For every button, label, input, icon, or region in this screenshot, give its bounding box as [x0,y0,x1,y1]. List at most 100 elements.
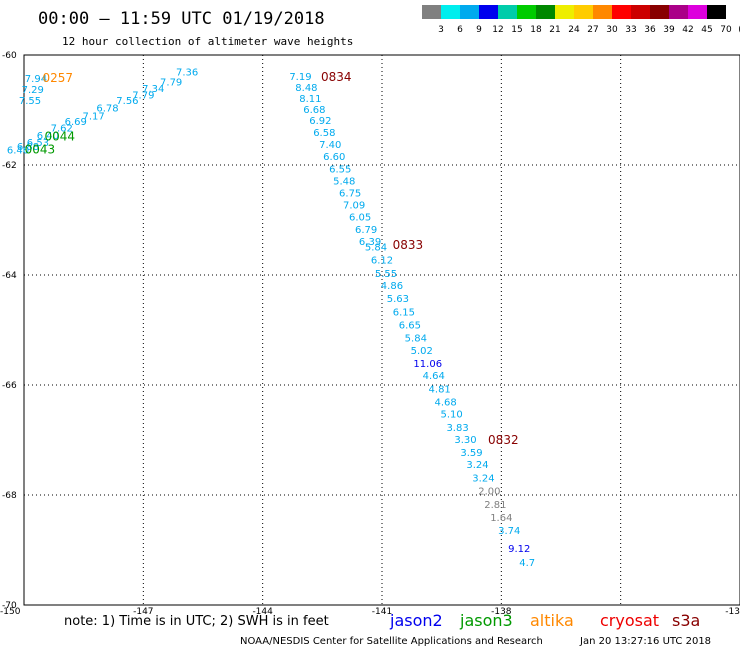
color-scale-label: 36 [644,25,656,35]
wave-height-label: 7.36 [176,68,198,79]
y-tick-label: -68 [2,491,17,501]
wave-height-label: 6.40 [7,146,29,157]
grid-lines [24,55,740,605]
color-swatch [612,5,631,19]
wave-height-label: 2.00 [478,487,500,498]
satellite-legend-item: altika [530,611,574,630]
wave-height-label: 3.74 [498,526,520,537]
color-swatch [688,5,707,19]
wave-height-label: 4.81 [429,384,451,395]
wave-height-label: 3.30 [454,435,476,446]
wave-height-labels: 7.367.797.347.797.566.787.176.697.626.40… [7,68,535,570]
wave-height-label: 5.48 [333,176,355,187]
wave-height-label: 6.92 [309,116,331,127]
x-tick-label: -150 [0,607,21,617]
color-scale-label: 27 [587,25,598,35]
pass-time-label: 0044 [45,129,76,143]
pass-time-label: 0833 [393,238,424,252]
color-swatch [422,5,441,19]
wave-height-label: 4.86 [381,281,403,292]
wave-height-label: 6.78 [96,103,118,114]
color-scale-label: 15 [511,25,522,35]
chart-title: 00:00 – 11:59 UTC 01/19/2018 [38,9,325,29]
color-swatch [574,5,593,19]
wave-height-label: 7.55 [19,96,41,107]
color-swatch [536,5,555,19]
wave-height-label: 6.79 [355,225,377,236]
wave-height-label: 7.09 [343,201,365,212]
wave-height-label: 6.60 [323,152,345,163]
color-scale-label: (ft) [738,25,740,35]
color-swatch [479,5,498,19]
plot-frame [23,54,740,606]
axis-tick-labels: -150 -147 -144 -141 -138 -13 -60 -62 -64 -66 -68 -7… [0,51,740,617]
wave-height-label: 11.06 [413,359,442,370]
credit-text: NOAA/NESDIS Center for Satellite Applica… [240,636,543,647]
color-scale-label: 12 [492,25,503,35]
wave-height-label: 7.17 [82,112,104,123]
satellite-legend-item: jason2 [389,611,443,630]
pass-time-label: 0043 [25,143,56,157]
color-scale-label: 70 [720,25,732,35]
x-tick-label: -138 [491,607,512,617]
x-tick-label: -147 [133,607,153,617]
color-scale-label: 18 [530,25,542,35]
color-swatch [498,5,517,19]
color-swatch [593,5,612,19]
color-swatch [517,5,536,19]
y-tick-label: -64 [2,271,17,281]
y-tick-label: -60 [2,51,17,61]
wave-height-label: 5.63 [387,294,409,305]
wave-height-label: 7.94 [25,74,47,85]
color-swatch [650,5,669,19]
wave-height-label: 3.24 [472,473,494,484]
wave-height-label: 6.39 [359,237,381,248]
wave-height-label: 7.56 [116,96,138,107]
wave-height-label: 8.11 [299,94,321,105]
wave-height-label: 8.48 [295,83,317,94]
wave-height-label: 4.7 [519,558,535,569]
color-scale-label: 6 [457,25,463,35]
y-tick-label: -70 [2,601,17,611]
satellite-legend: jason2 jason3 altika cryosat s3a [389,611,700,630]
wave-height-label: 3.83 [446,423,468,434]
pass-time-label: 0832 [488,433,519,447]
color-scale-label: 9 [476,25,482,35]
color-swatch [441,5,460,19]
wave-height-label: 7.29 [22,85,44,96]
color-scale-label: 39 [663,25,675,35]
wave-height-label: 6.88 [17,142,39,153]
color-swatch [669,5,688,19]
wave-height-label: 3.59 [460,448,482,459]
wave-height-label: 6.69 [65,117,87,128]
wave-height-label: 6.65 [399,321,421,332]
wave-height-label: 6.55 [329,164,351,175]
satellite-legend-item: jason3 [459,611,513,630]
wave-height-label: 6.40 [37,131,59,142]
color-swatch [555,5,574,19]
color-swatch [460,5,479,19]
pass-time-label: 0834 [321,70,352,84]
wave-height-label: 3.24 [466,460,488,471]
wave-height-label: 7.34 [142,84,164,95]
wave-height-label: 6.05 [349,213,371,224]
color-swatch [631,5,650,19]
wave-height-label: 7.79 [132,91,154,102]
wave-height-label: 5.55 [375,269,397,280]
timestamp-text: Jan 20 13:27:16 UTC 2018 [579,636,711,647]
x-tick-label: -141 [372,607,392,617]
y-tick-label: -66 [2,381,17,391]
wave-height-label: 6.12 [371,256,393,267]
color-swatch [707,5,726,19]
color-scale-label: 33 [625,25,636,35]
wave-height-label: 7.40 [319,140,341,151]
wave-height-label: 6.53 [27,138,49,149]
wave-height-label: 7.62 [51,124,73,135]
wave-height-label: 5.02 [411,346,433,357]
color-scale-label: 24 [568,25,580,35]
wave-height-label: 6.75 [339,189,361,200]
wave-height-label: 5.84 [365,242,387,253]
